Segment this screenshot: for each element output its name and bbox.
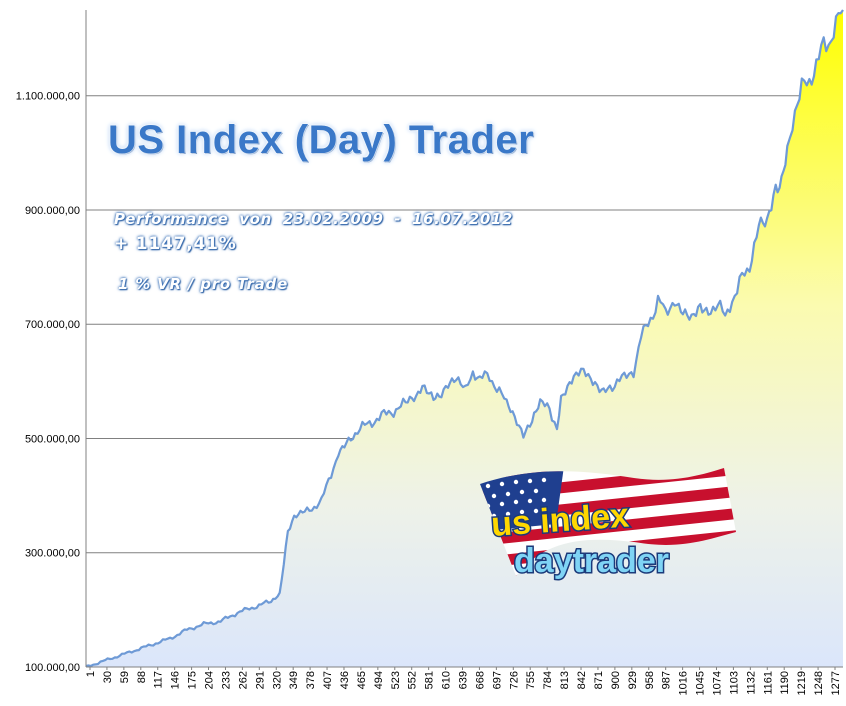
x-tick-label: 320 bbox=[271, 671, 283, 689]
x-tick-label: 1074 bbox=[711, 671, 723, 695]
y-tick-label: 500.000,00 bbox=[25, 433, 80, 445]
y-tick-label: 700.000,00 bbox=[25, 319, 80, 331]
x-tick-label: 291 bbox=[254, 671, 266, 689]
y-tick-label: 900.000,00 bbox=[25, 205, 80, 217]
x-tick-label: 349 bbox=[288, 671, 300, 689]
x-tick-label: 30 bbox=[102, 671, 114, 683]
x-tick-label: 1219 bbox=[796, 671, 808, 695]
risk-per-trade: 1 % VR / pro Trade bbox=[118, 275, 289, 293]
x-tick-label: 233 bbox=[220, 671, 232, 689]
x-tick-label: 523 bbox=[390, 671, 402, 689]
x-tick-label: 407 bbox=[322, 671, 334, 689]
x-tick-label: 378 bbox=[305, 671, 317, 689]
x-tick-label: 610 bbox=[441, 671, 453, 689]
performance-period: Performance von 23.02.2009 - 16.07.2012 bbox=[114, 210, 513, 228]
y-tick-label: 1.100.000,00 bbox=[16, 91, 80, 103]
y-tick-labels: 100.000,00 300.000,00 500.000,00 700.000,00… bbox=[16, 91, 80, 674]
x-tick-label: 813 bbox=[559, 671, 571, 689]
y-tick-label: 300.000,00 bbox=[25, 548, 80, 560]
logo-line2: daytrader bbox=[514, 542, 669, 580]
x-tick-label: 726 bbox=[508, 671, 520, 689]
x-tick-label: 1045 bbox=[695, 671, 707, 695]
x-tick-label: 639 bbox=[458, 671, 470, 689]
x-tick-label: 1016 bbox=[678, 671, 690, 695]
y-tick-label: 100.000,00 bbox=[25, 662, 80, 674]
x-tick-label: 958 bbox=[644, 671, 656, 689]
x-tick-label: 1248 bbox=[813, 671, 825, 695]
x-tick-label: 204 bbox=[204, 671, 216, 689]
x-tick-label: 581 bbox=[424, 671, 436, 689]
chart-title-overlay: US Index (Day) Trader bbox=[108, 118, 535, 162]
x-tick-label: 697 bbox=[491, 671, 503, 689]
x-tick-label: 987 bbox=[661, 671, 673, 689]
x-tick-label: 88 bbox=[136, 671, 148, 683]
x-tick-label: 117 bbox=[153, 671, 165, 689]
series-line bbox=[85, 9, 844, 668]
x-tick-label: 1 bbox=[85, 671, 97, 677]
x-tick-label: 262 bbox=[237, 671, 249, 689]
x-tick-label: 784 bbox=[542, 671, 554, 689]
x-tick-label: 175 bbox=[187, 671, 199, 689]
x-tick-label: 552 bbox=[407, 671, 419, 689]
x-tick-label: 668 bbox=[474, 671, 486, 689]
x-tick-labels: 1 30 59 88 117 146 175 204 233 262 291 320 349 378 407… bbox=[85, 667, 842, 695]
performance-gain: + 1147,41% bbox=[114, 234, 237, 254]
us-flag-logo: us index daytrader bbox=[480, 468, 736, 582]
x-tick-label: 900 bbox=[610, 671, 622, 689]
x-tick-label: 842 bbox=[576, 671, 588, 689]
x-tick-label: 146 bbox=[170, 671, 182, 689]
x-tick-label: 1103 bbox=[728, 671, 740, 695]
x-tick-label: 755 bbox=[525, 671, 537, 689]
x-tick-label: 1190 bbox=[779, 671, 791, 695]
x-tick-label: 465 bbox=[356, 671, 368, 689]
x-tick-label: 871 bbox=[593, 671, 605, 689]
x-tick-label: 59 bbox=[119, 671, 131, 683]
x-tick-label: 1161 bbox=[762, 671, 774, 695]
x-tick-label: 436 bbox=[339, 671, 351, 689]
x-tick-label: 1132 bbox=[745, 671, 757, 695]
x-tick-label: 1277 bbox=[830, 671, 842, 695]
x-tick-label: 929 bbox=[627, 671, 639, 689]
x-tick-label: 494 bbox=[373, 671, 385, 689]
